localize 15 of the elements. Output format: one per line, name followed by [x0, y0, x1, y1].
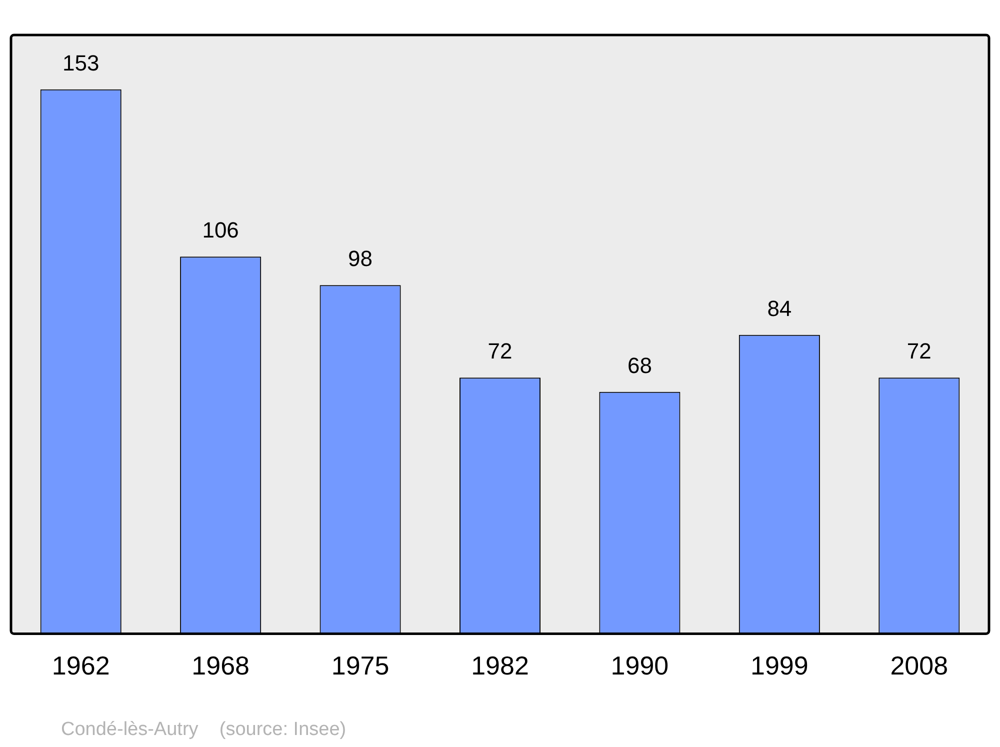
x-tick-label: 1982	[471, 650, 529, 681]
data-label: 72	[488, 338, 512, 364]
x-tick-label: 2008	[890, 650, 948, 681]
data-label: 153	[62, 50, 100, 76]
x-tick-label: 1999	[750, 650, 808, 681]
x-tick-label: 1962	[52, 650, 110, 681]
x-tick-label: 1990	[610, 650, 669, 681]
text: Condé-lès-Autry (source: Insee)	[61, 719, 346, 740]
data-label: 106	[202, 218, 239, 243]
data-label: 84	[767, 296, 792, 321]
data-label: 98	[348, 246, 373, 272]
data-label: 72	[906, 338, 932, 364]
x-tick-label: 1968	[192, 650, 250, 681]
x-tick-label: 1975	[331, 650, 390, 681]
data-label: 68	[627, 352, 652, 378]
